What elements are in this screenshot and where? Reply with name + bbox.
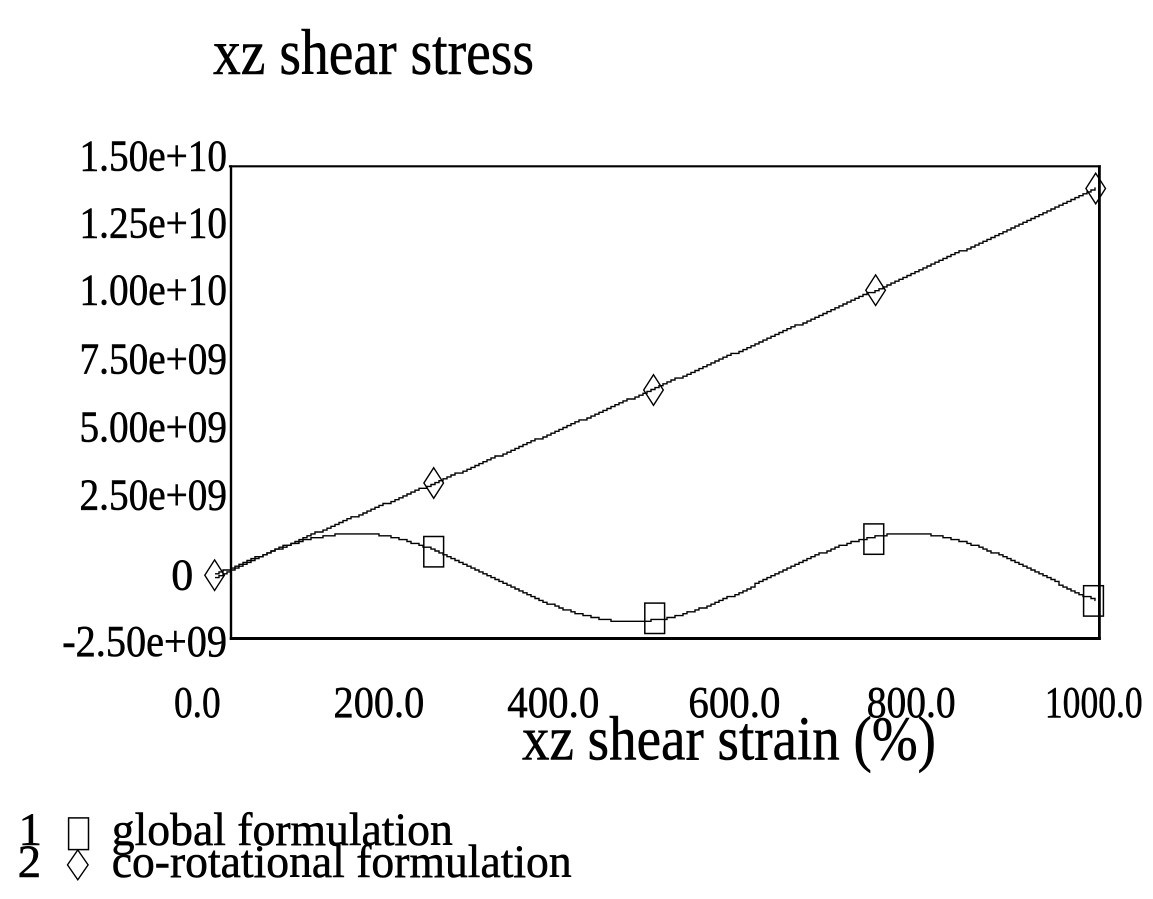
svg-text:800.0: 800.0: [867, 678, 956, 727]
svg-text:1000.0: 1000.0: [1045, 678, 1143, 727]
svg-text:1.25e+10: 1.25e+10: [80, 199, 228, 248]
svg-text:200.0: 200.0: [334, 678, 425, 727]
svg-text:co-rotational formulation: co-rotational formulation: [112, 836, 572, 888]
svg-text:7.50e+09: 7.50e+09: [80, 335, 228, 384]
svg-text:xz shear stress: xz shear stress: [213, 17, 534, 89]
svg-text:global formulation: global formulation: [112, 804, 453, 856]
svg-text:5.00e+09: 5.00e+09: [80, 403, 228, 452]
svg-text:-2.50e+09: -2.50e+09: [62, 617, 227, 666]
svg-text:xz shear strain (%): xz shear strain (%): [522, 706, 936, 774]
svg-text:600.0: 600.0: [688, 678, 780, 727]
svg-text:1.50e+10: 1.50e+10: [80, 131, 228, 180]
svg-text:1: 1: [19, 804, 43, 856]
svg-text:400.0: 400.0: [507, 678, 599, 727]
svg-text:2.50e+09: 2.50e+09: [80, 471, 228, 520]
svg-text:0.0: 0.0: [174, 678, 221, 727]
svg-text:0: 0: [171, 551, 193, 600]
svg-text:2: 2: [18, 836, 41, 888]
svg-text:1.00e+10: 1.00e+10: [80, 266, 228, 315]
